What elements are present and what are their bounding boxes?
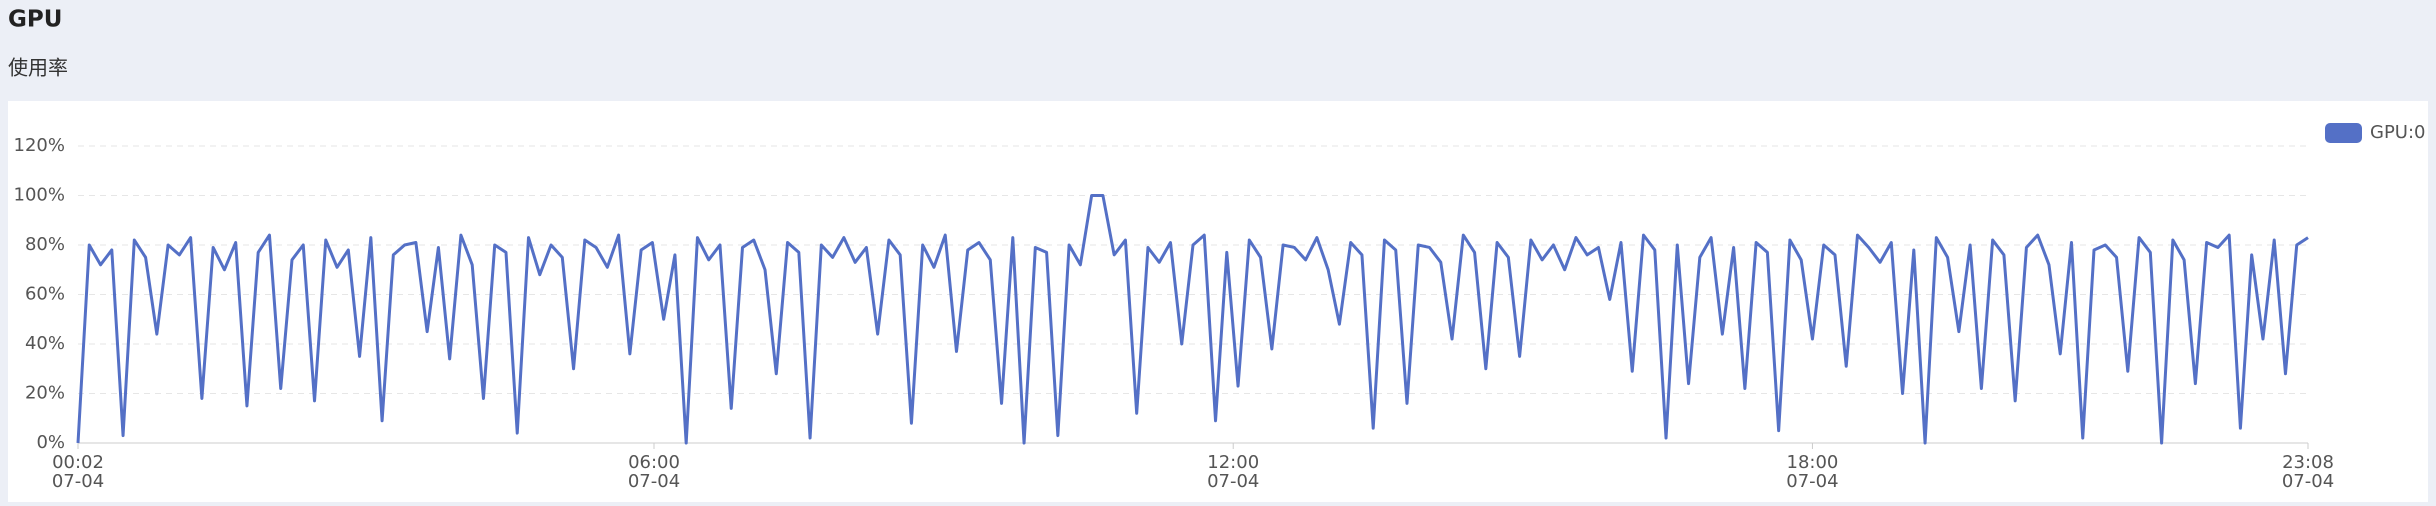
y-tick-label: 40% <box>25 333 65 354</box>
y-tick-label: 120% <box>14 135 65 156</box>
x-tick-label: 00:02 07-04 <box>52 452 104 492</box>
x-tick-label: 23:08 07-04 <box>2282 452 2334 492</box>
x-tick-label: 06:00 07-04 <box>628 452 680 492</box>
data-line <box>76 194 2309 445</box>
panel-subtitle: 使用率 <box>8 56 68 80</box>
panel-title: GPU <box>8 7 62 33</box>
x-tick-label: 12:00 07-04 <box>1207 452 1259 492</box>
y-tick-label: 80% <box>25 234 65 255</box>
y-tick-label: 100% <box>14 185 65 206</box>
y-tick-label: 0% <box>36 432 65 453</box>
legend-swatch <box>2325 123 2362 143</box>
y-tick-label: 60% <box>25 284 65 305</box>
x-tick-label: 18:00 07-04 <box>1786 452 1838 492</box>
legend-label: GPU:0 <box>2370 122 2426 143</box>
chart-panel <box>8 101 2428 502</box>
y-tick-label: 20% <box>25 383 65 404</box>
